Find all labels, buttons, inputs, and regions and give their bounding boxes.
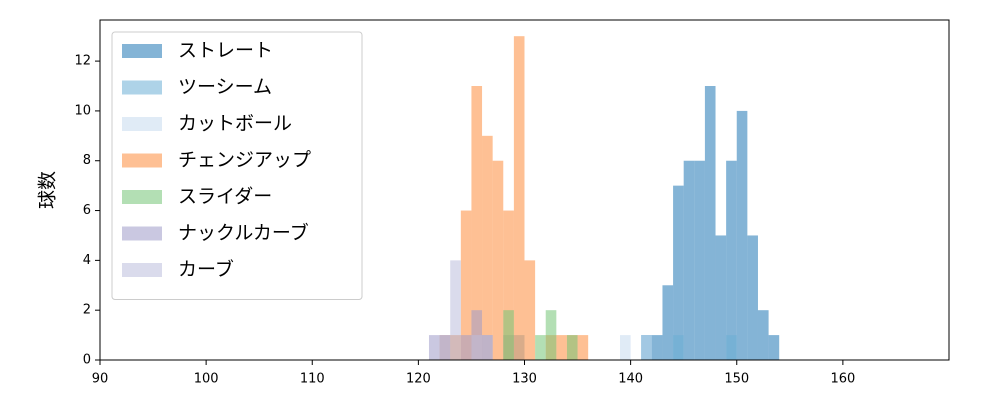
legend-swatch	[122, 263, 162, 277]
bar	[492, 160, 504, 360]
bar	[715, 235, 727, 360]
bar	[471, 86, 483, 360]
bar	[439, 335, 451, 360]
bar	[471, 335, 483, 360]
legend-label: カーブ	[178, 258, 234, 281]
bar	[513, 36, 525, 360]
bar	[482, 335, 493, 360]
bar	[641, 335, 652, 360]
legend-swatch	[122, 190, 162, 204]
legend-label: ストレート	[178, 40, 273, 62]
bar	[450, 260, 461, 360]
x-tick-label: 160	[830, 372, 855, 387]
legend-swatch	[122, 153, 162, 168]
bar	[482, 135, 493, 360]
x-tick-label: 150	[724, 372, 749, 387]
bar	[694, 160, 705, 360]
bar	[747, 235, 758, 360]
bar	[673, 335, 684, 360]
bar	[503, 210, 514, 360]
bar	[460, 210, 472, 360]
bar	[726, 160, 737, 360]
bar	[757, 310, 769, 360]
bar	[556, 335, 567, 360]
bar	[577, 335, 589, 360]
x-tick-label: 140	[618, 372, 643, 387]
bar	[524, 260, 536, 360]
bar	[768, 335, 780, 360]
bar	[662, 285, 674, 360]
bar	[566, 335, 578, 360]
legend-label: カットボール	[178, 113, 292, 135]
bar	[545, 310, 557, 360]
y-tick-label: 8	[83, 153, 91, 168]
y-tick-label: 4	[83, 253, 91, 268]
bar	[535, 335, 546, 360]
bar	[704, 86, 716, 360]
bar	[471, 310, 483, 360]
y-tick-label: 0	[83, 353, 91, 368]
x-tick-label: 90	[92, 372, 109, 387]
legend-label: スライダー	[178, 186, 272, 208]
x-tick-label: 120	[406, 372, 431, 387]
bar	[683, 160, 695, 360]
x-tick-label: 100	[194, 372, 219, 387]
x-tick-label: 110	[300, 372, 325, 387]
bar	[673, 185, 684, 360]
legend-label: ナックルカーブ	[178, 221, 309, 244]
bar	[726, 335, 737, 360]
bar	[460, 335, 472, 360]
x-tick-label: 130	[512, 372, 537, 387]
legend-swatch	[122, 44, 162, 58]
bar	[428, 335, 440, 360]
legend-label: チェンジアップ	[178, 149, 311, 171]
bar	[736, 110, 748, 361]
legend-swatch	[122, 226, 162, 241]
bar	[503, 310, 514, 360]
legend-swatch	[122, 117, 162, 131]
bar	[651, 335, 663, 360]
legend-label: ツーシーム	[178, 76, 272, 98]
bar	[620, 335, 631, 360]
y-axis-label: 球数	[37, 171, 59, 209]
y-tick-label: 10	[74, 103, 91, 118]
legend-swatch	[122, 80, 162, 95]
y-tick-label: 12	[74, 54, 91, 69]
y-tick-label: 2	[83, 303, 91, 318]
legend-box	[111, 31, 363, 300]
y-tick-label: 6	[83, 203, 91, 218]
